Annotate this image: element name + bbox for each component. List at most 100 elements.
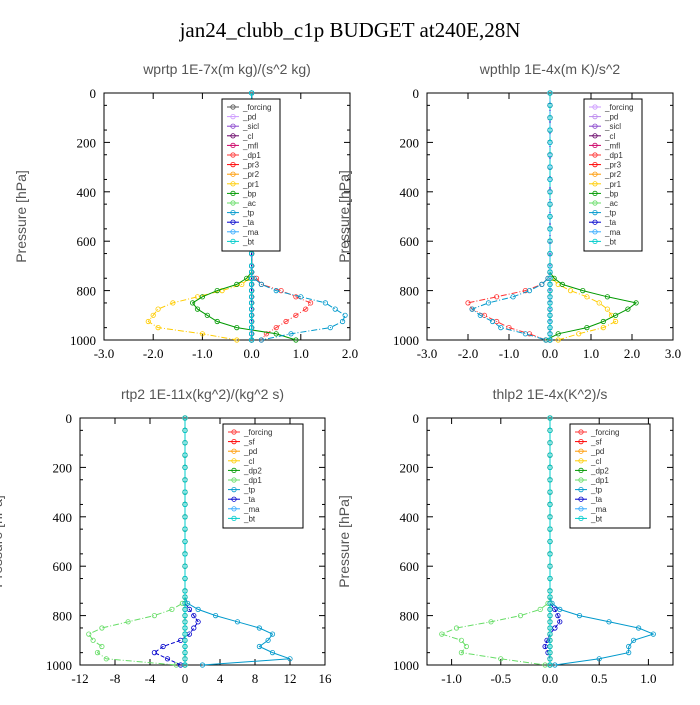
legend-marker	[230, 238, 236, 244]
legend-marker	[592, 123, 598, 129]
data-point	[547, 637, 553, 643]
legend-marker	[231, 429, 237, 435]
legend-label: _pr1	[242, 180, 260, 189]
data-point	[263, 331, 269, 337]
legend-label: _pr2	[242, 170, 260, 179]
data-point	[547, 514, 553, 520]
y-axis-label: Pressure [hPa]	[0, 495, 5, 588]
data-point	[555, 337, 561, 343]
data-point	[249, 324, 255, 331]
x-tick-label: -8	[110, 671, 121, 686]
legend-label: _tp	[242, 209, 255, 218]
y-axis-label: Pressure [hPa]	[13, 170, 29, 263]
data-point	[195, 606, 201, 613]
data-point	[630, 637, 637, 643]
data-point	[537, 606, 543, 613]
data-point	[626, 643, 632, 650]
legend-marker	[231, 486, 237, 493]
legend-marker	[592, 162, 598, 168]
legend-label: _dp1	[242, 151, 261, 160]
data-point	[547, 477, 553, 483]
x-tick-label: 1.0	[640, 671, 656, 686]
legend-marker	[592, 104, 598, 110]
legend-label: _ma	[243, 505, 260, 514]
legend-label: _pd	[590, 447, 604, 456]
legend-marker	[592, 219, 598, 225]
data-point	[542, 662, 548, 668]
legend-label: _tp	[590, 486, 603, 495]
data-point	[178, 637, 184, 643]
data-point	[256, 643, 262, 650]
panel-title: wprtp 1E-7x(m kg)/(s^2 kg)	[142, 61, 311, 77]
y-tick-label: 800	[53, 609, 73, 624]
data-point	[182, 563, 188, 569]
legend-marker	[592, 152, 598, 158]
data-point	[547, 189, 553, 195]
x-tick-label: 2.0	[342, 346, 358, 361]
legend-marker	[231, 496, 237, 502]
legend-marker	[230, 210, 236, 216]
data-point	[219, 287, 225, 294]
data-point	[269, 631, 276, 637]
y-tick-label: 600	[400, 234, 420, 249]
data-point	[547, 102, 553, 108]
data-point	[547, 269, 553, 275]
data-point	[612, 312, 619, 318]
x-tick-label: -1.0	[499, 346, 520, 361]
data-point	[293, 337, 299, 343]
y-tick-label: 600	[77, 234, 97, 249]
y-tick-label: 800	[77, 284, 97, 299]
data-point	[439, 631, 445, 637]
data-point	[600, 324, 606, 331]
legend-label: _pd	[604, 113, 618, 122]
data-point	[249, 263, 255, 269]
legend-marker	[592, 190, 598, 196]
legend-label: _sicl	[604, 122, 621, 131]
data-point	[547, 662, 553, 668]
legend-label: _pr3	[242, 161, 260, 170]
x-tick-label: -3.0	[94, 346, 115, 361]
data-point	[547, 551, 553, 557]
data-point	[234, 281, 240, 287]
legend-label: _bp	[604, 189, 619, 198]
data-point	[234, 324, 240, 331]
data-point	[547, 415, 553, 421]
data-point	[494, 294, 500, 300]
data-point	[547, 287, 553, 294]
legend-label: _tp	[243, 486, 256, 495]
data-point	[239, 281, 245, 287]
data-point	[182, 427, 188, 433]
data-point	[547, 489, 553, 495]
data-point	[182, 619, 188, 625]
data-point	[606, 619, 612, 625]
legend-marker	[578, 467, 584, 473]
data-point	[547, 427, 553, 433]
data-point	[547, 612, 553, 619]
x-tick-label: -3.0	[417, 346, 438, 361]
legend-marker	[231, 506, 237, 512]
data-point	[547, 440, 553, 446]
data-point	[182, 612, 188, 619]
series-line-dp1	[467, 93, 551, 341]
data-point	[298, 294, 304, 300]
data-point	[547, 619, 553, 625]
data-point	[182, 526, 188, 532]
x-tick-label: 8	[252, 671, 259, 686]
legend-label: _bt	[242, 237, 255, 246]
legend-label: _pr1	[604, 180, 622, 189]
data-point	[604, 306, 611, 312]
data-point	[182, 538, 188, 545]
legend-marker	[578, 496, 584, 502]
legend-marker	[230, 114, 236, 120]
y-tick-label: 400	[400, 510, 420, 525]
data-point	[596, 300, 602, 306]
legend-label: _pd	[243, 447, 257, 456]
y-tick-label: 0	[413, 411, 420, 426]
x-tick-label: 0.0	[542, 346, 558, 361]
legend-marker	[231, 438, 237, 445]
data-point	[170, 300, 176, 306]
data-point	[547, 164, 553, 170]
y-tick-label: 200	[400, 460, 420, 475]
data-point	[249, 269, 255, 275]
data-point	[633, 300, 639, 306]
